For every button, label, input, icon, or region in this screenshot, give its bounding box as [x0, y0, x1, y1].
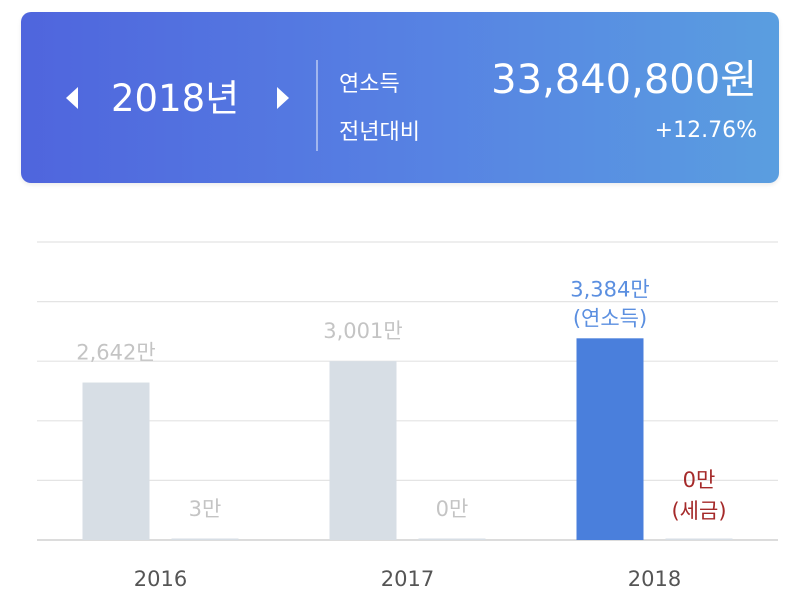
tax-bar [418, 538, 486, 540]
tax-value-label: 0만 [436, 497, 469, 521]
tax-series-label: (세금) [671, 499, 726, 523]
income-series-label: (연소득) [573, 306, 647, 330]
annual-income-value: 33,840,800원 [491, 57, 757, 103]
summary-card: 2018년 연소득 전년대비 33,840,800원 +12.76% [21, 12, 779, 183]
x-tick-label: 2018 [628, 567, 681, 591]
income-value-label: 2,642만 [76, 341, 155, 365]
tax-bar [665, 538, 733, 540]
tax-bar [171, 538, 239, 540]
selected-year: 2018년 [111, 77, 240, 120]
divider [316, 60, 318, 151]
tax-value-label: 0만 [683, 468, 716, 492]
income-bar [329, 361, 397, 540]
income-value-label: 3,001만 [323, 319, 402, 343]
x-tick-label: 2017 [381, 567, 434, 591]
income-bar [82, 382, 150, 540]
tax-value-label: 3만 [189, 497, 222, 521]
next-year-icon[interactable] [277, 87, 289, 109]
income-bar [576, 338, 644, 540]
previous-year-icon[interactable] [66, 87, 78, 109]
income-tax-bar-chart: 2,642만 3만 2016 3,001만 0만 2017 3,384만 (연소득) 0만 (세금… [37, 241, 778, 591]
yoy-value: +12.76% [654, 118, 757, 143]
x-tick-label: 2016 [134, 567, 187, 591]
income-value-label: 3,384만 [570, 277, 649, 301]
annual-income-label: 연소득 [339, 72, 400, 97]
yoy-label: 전년대비 [339, 120, 420, 145]
